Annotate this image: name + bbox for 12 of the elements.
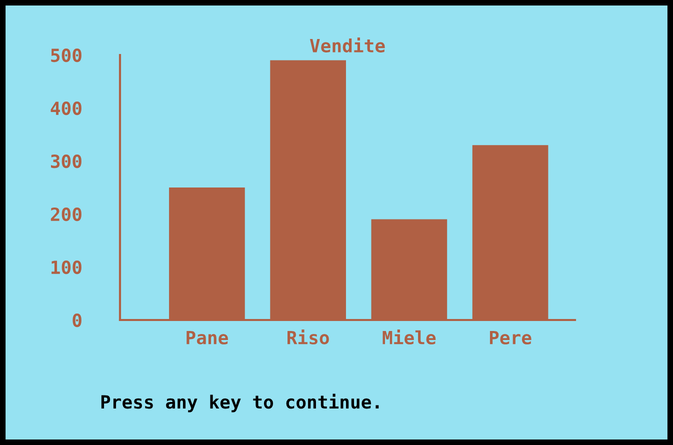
x-tick-label: Miele <box>382 329 436 344</box>
y-tick-label: 200 <box>50 207 82 222</box>
y-tick-label: 400 <box>50 101 82 116</box>
x-tick-label: Pere <box>490 330 532 344</box>
x-tick-label: Riso <box>288 329 329 344</box>
x-tick-label: Pane <box>186 330 228 344</box>
chart-title: Vendite <box>310 38 385 52</box>
y-tick-label: 300 <box>50 154 82 168</box>
y-tick-label: 500 <box>51 48 82 62</box>
y-tick-label: 100 <box>52 260 82 274</box>
y-tick-label: 0 <box>72 313 82 328</box>
text: Press any key to continue. <box>101 394 379 412</box>
